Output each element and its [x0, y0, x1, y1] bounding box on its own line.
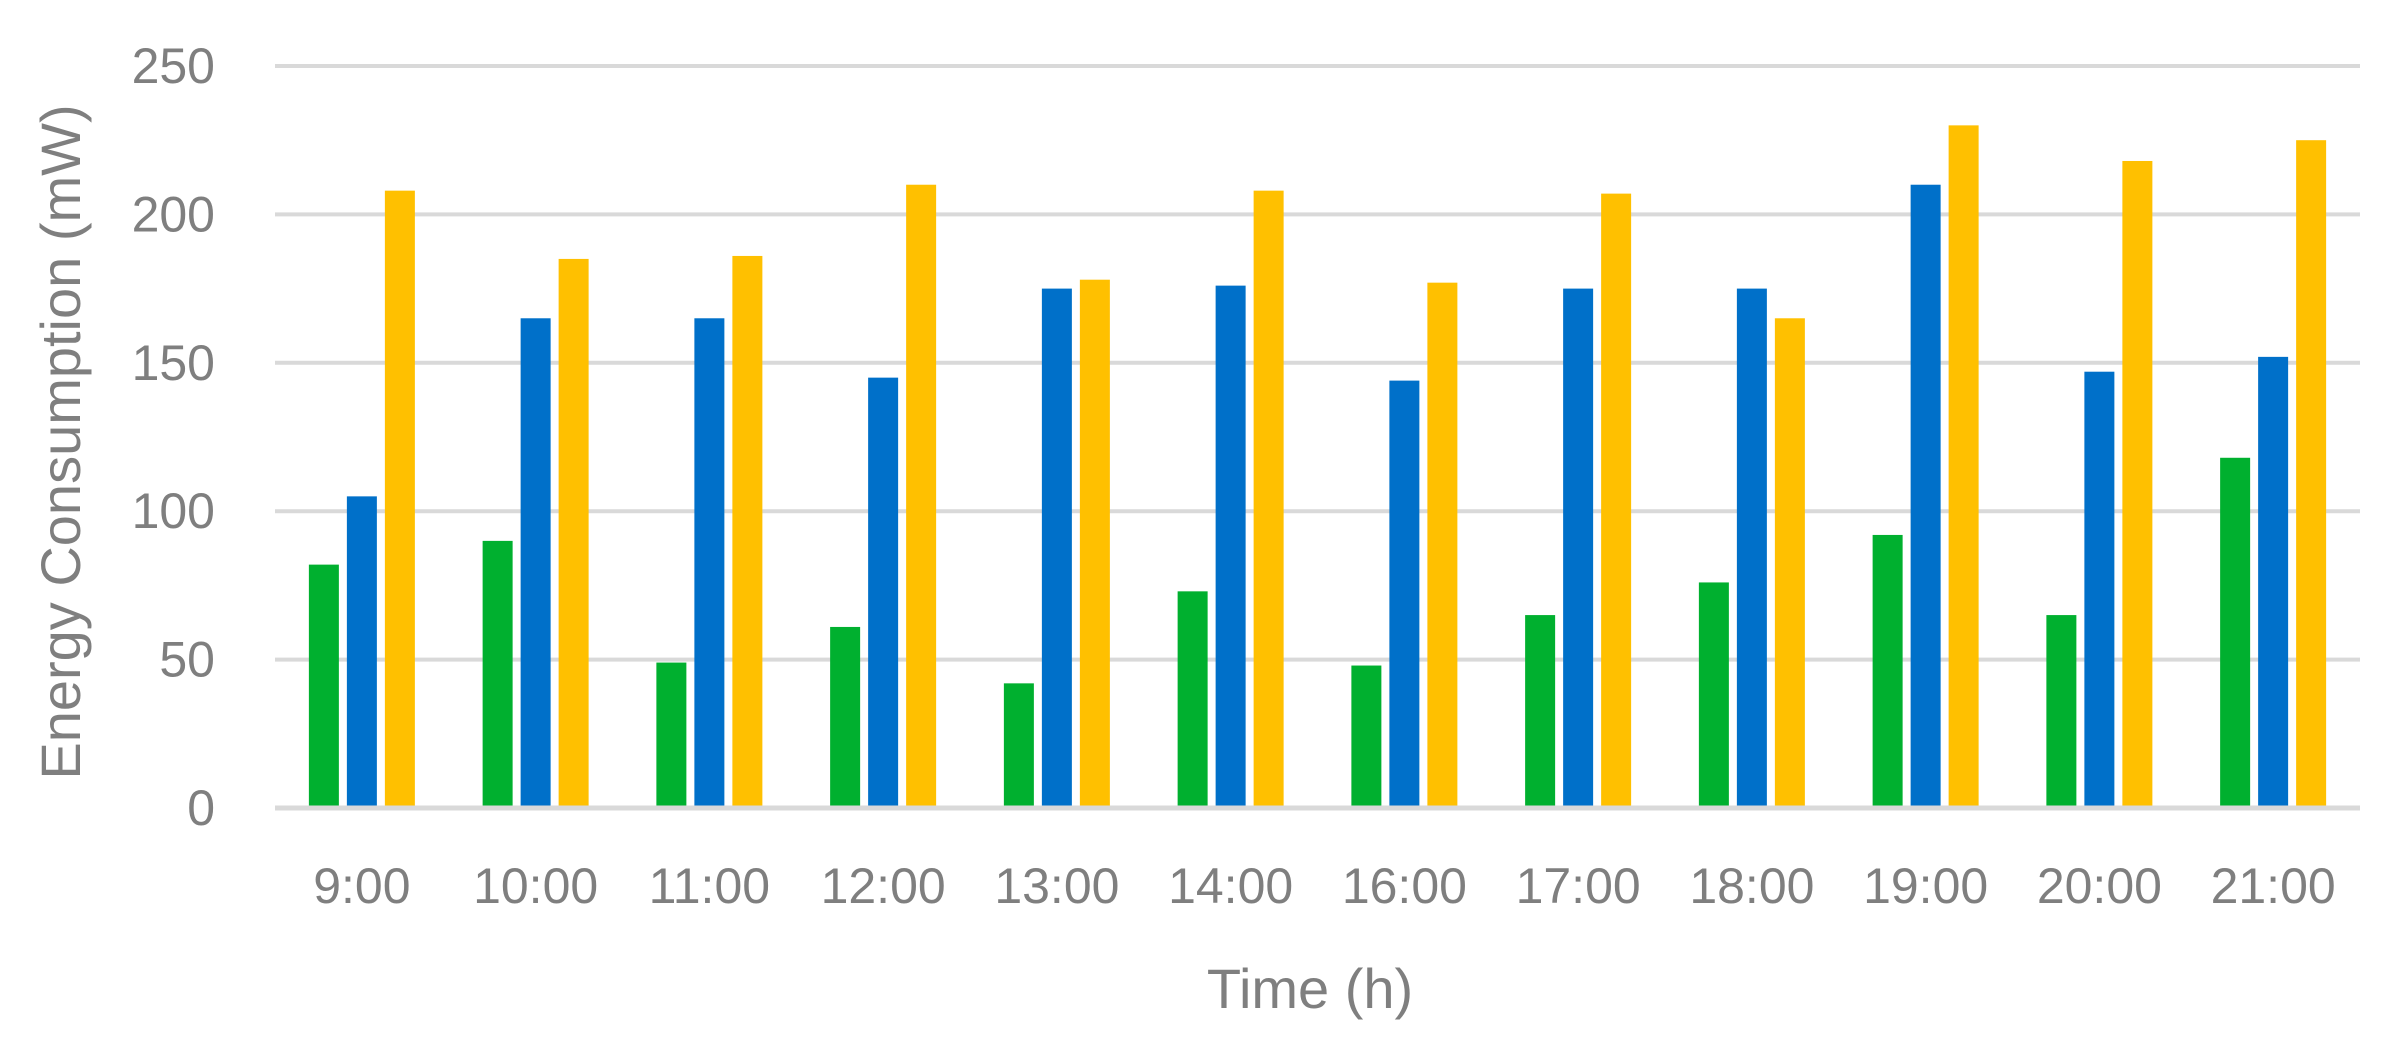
bar	[558, 258, 589, 808]
bar	[2122, 160, 2153, 808]
y-tick-label: 100	[132, 483, 215, 539]
bar	[1079, 279, 1110, 808]
bar	[520, 318, 551, 808]
x-tick-label: 9:00	[313, 858, 410, 914]
bar	[384, 190, 415, 808]
x-axis-title: Time (h)	[1207, 957, 1413, 1020]
bar	[308, 564, 339, 808]
bar	[2084, 371, 2115, 808]
bar	[1774, 318, 1805, 808]
y-tick-label: 150	[132, 335, 215, 391]
bar	[1253, 190, 1284, 808]
x-tick-label: 10:00	[473, 858, 598, 914]
bar	[1872, 534, 1903, 808]
x-tick-label: 16:00	[1342, 858, 1467, 914]
y-tick-label: 250	[132, 38, 215, 94]
bar	[1389, 380, 1420, 808]
y-tick-label: 200	[132, 186, 215, 242]
bar	[1563, 288, 1594, 809]
x-tick-label: 21:00	[2211, 858, 2336, 914]
bar	[868, 377, 899, 808]
bar	[1351, 665, 1382, 808]
x-tick-label: 18:00	[1689, 858, 1814, 914]
y-tick-label: 0	[187, 780, 215, 836]
bar	[830, 626, 861, 808]
bar	[1736, 288, 1767, 809]
bar	[1041, 288, 1072, 809]
bars	[308, 125, 2327, 809]
y-axis-tick-labels: 0 50 100 150 200 250	[132, 38, 215, 836]
x-axis-tick-labels: 9:00 10:00 11:00 12:00 13:00 14:00 16:00 17:00 1…	[313, 858, 2335, 914]
y-axis-title: Energy Consumption (mW)	[29, 104, 92, 779]
bar	[732, 255, 763, 808]
bar	[1698, 582, 1729, 808]
bar	[656, 662, 687, 808]
bar	[346, 496, 377, 808]
bar	[906, 184, 937, 809]
x-tick-label: 20:00	[2037, 858, 2162, 914]
bar	[1525, 615, 1556, 808]
bar	[1215, 285, 1246, 809]
x-tick-label: 14:00	[1168, 858, 1293, 914]
bar	[482, 540, 513, 808]
bar	[2258, 356, 2289, 808]
bar	[2220, 457, 2251, 808]
y-tick-label: 50	[159, 632, 215, 688]
bar	[1003, 683, 1034, 808]
bar	[1177, 591, 1208, 808]
bar	[2046, 615, 2077, 808]
x-tick-label: 11:00	[649, 858, 770, 914]
bar	[694, 318, 725, 808]
gridlines	[275, 64, 2360, 662]
x-tick-label: 12:00	[821, 858, 946, 914]
x-tick-label: 13:00	[994, 858, 1119, 914]
bar	[1601, 193, 1632, 808]
x-tick-label: 17:00	[1516, 858, 1641, 914]
bar	[2296, 140, 2327, 808]
bar	[1427, 282, 1458, 808]
bar	[1948, 125, 1979, 809]
bar	[1910, 184, 1941, 809]
x-tick-label: 19:00	[1863, 858, 1988, 914]
